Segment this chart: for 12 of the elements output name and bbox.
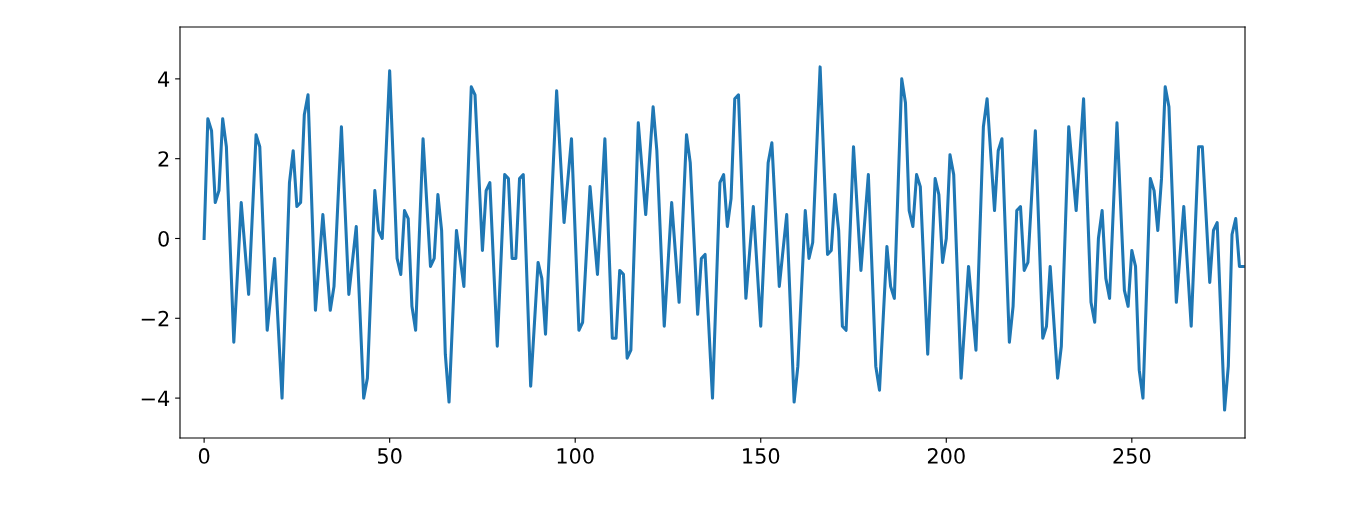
- x-tick-label: 200: [927, 448, 965, 464]
- y-tick-label: 2: [158, 151, 169, 167]
- y-tick-label: 0: [158, 230, 169, 247]
- x-tick-label: 0: [198, 448, 210, 464]
- x-tick-label: 150: [743, 448, 780, 464]
- x-tick-label: 250: [1113, 448, 1151, 464]
- y-tick-label: 4: [158, 71, 170, 87]
- x-tick-label: 100: [557, 448, 594, 464]
- line-series: [202, 65, 1245, 412]
- y-tick-label: −4: [141, 390, 170, 407]
- x-tick-label: 50: [378, 448, 402, 464]
- y-tick-label: −2: [141, 310, 169, 327]
